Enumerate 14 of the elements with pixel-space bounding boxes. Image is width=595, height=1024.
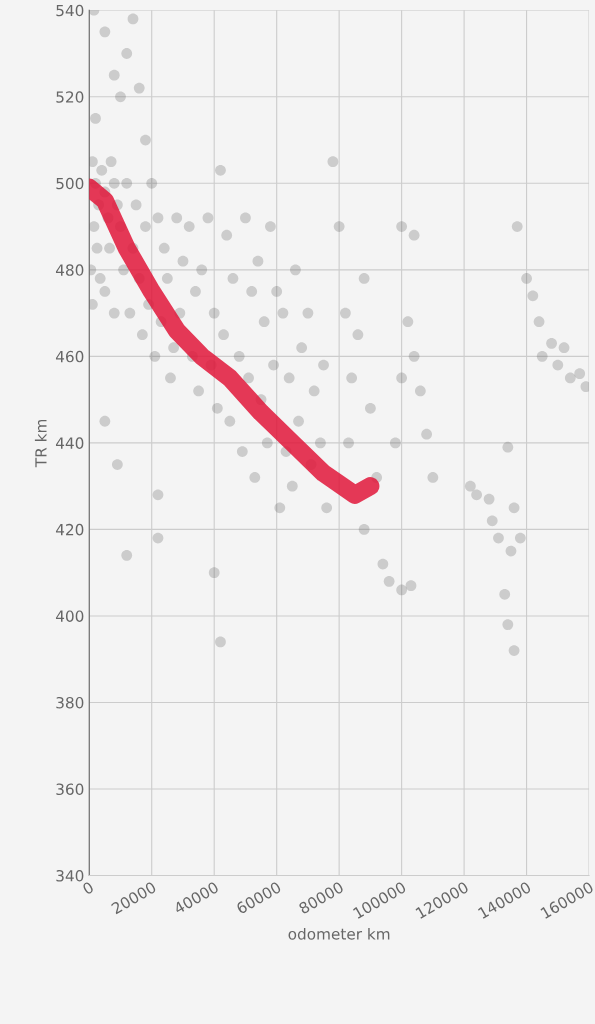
x-axis-title: odometer km: [288, 927, 390, 940]
y-tick-label: 400: [55, 610, 84, 622]
y-tick-label: 500: [56, 177, 84, 190]
y-axis-title: TR km: [34, 419, 47, 468]
y-tick-label: 540: [56, 4, 84, 17]
y-tick-label: 380: [56, 696, 84, 709]
y-tick-label: 420: [55, 523, 84, 536]
x-tick-label: 0: [81, 881, 95, 895]
y-tick-label: 520: [56, 91, 84, 103]
y-tick-label: 440: [55, 437, 84, 449]
y-tick-label: 340: [56, 869, 84, 882]
y-tick-label: 360: [56, 783, 84, 796]
y-tick-label: 480: [55, 264, 84, 276]
y-tick-label: 460: [55, 350, 84, 363]
